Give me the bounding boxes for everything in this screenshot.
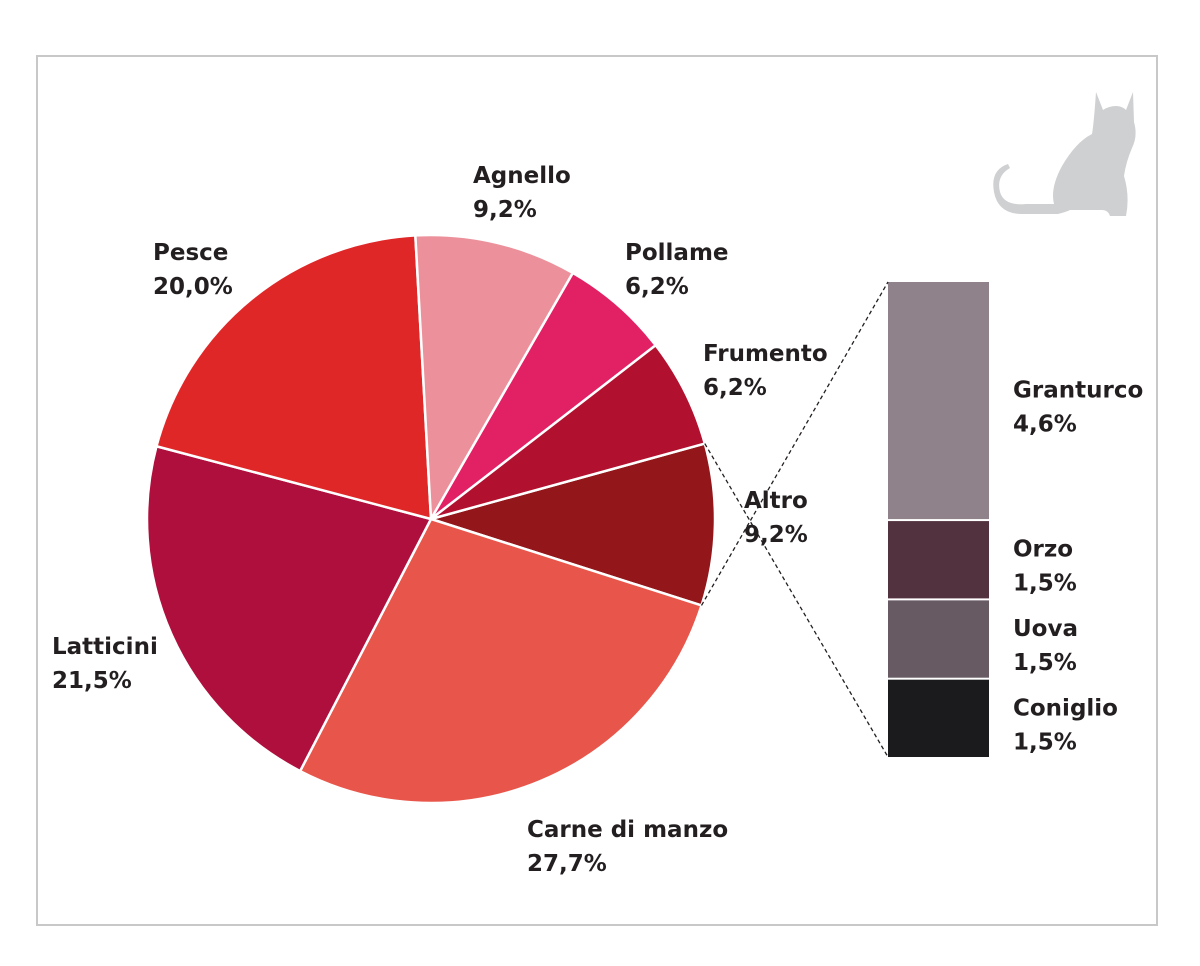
bar-segment-orzo [888,521,989,599]
bar-value-coniglio: 1,5% [1013,729,1077,755]
bar-segment-uova [888,600,989,678]
pie-label-pesce: Pesce [153,240,228,266]
cat-silhouette-icon [993,92,1136,216]
pie-label-pollame: Pollame [625,240,729,266]
pie-slice-latticini [145,445,433,773]
pie-labels: Altro 9,2% Carne di manzo 27,7% Latticini 21,… [52,163,828,877]
pie-value-carne-di-manzo: 27,7% [527,851,607,877]
pie [145,233,717,805]
pie-label-latticini: Latticini [52,634,158,660]
bar-value-orzo: 1,5% [1013,571,1077,597]
breakdown-labels: Granturco 4,6% Orzo 1,5% Uova 1,5% Coniglio 1,5… [1013,378,1143,756]
bar-label-orzo: Orzo [1013,537,1073,563]
pie-value-frumento: 6,2% [703,375,767,401]
pie-label-agnello: Agnello [473,163,571,189]
chart-frame [36,55,1158,926]
pie-slice-frumento [429,344,707,521]
pie-slice-agnello [414,233,575,521]
pie-value-latticini: 21,5% [52,668,132,694]
connector-top [700,281,889,606]
bar-segment-granturco [888,282,989,520]
bar-label-uova: Uova [1013,616,1078,642]
breakdown-connectors [700,281,889,758]
pie-value-pollame: 6,2% [625,274,689,300]
pie-slice-pesce [155,234,433,521]
bar-value-uova: 1,5% [1013,650,1077,676]
pie-label-carne-di-manzo: Carne di manzo [527,817,728,843]
bar-label-coniglio: Coniglio [1013,695,1118,721]
pie-label-altro: Altro [744,488,808,514]
pie-slice-carne-di-manzo [298,517,703,805]
bar-segment-coniglio [888,679,989,757]
pie-label-frumento: Frumento [703,341,828,367]
pie-slice-altro [429,442,717,607]
bar-label-granturco: Granturco [1013,378,1143,404]
pie-value-agnello: 9,2% [473,197,537,223]
connector-bottom [704,443,889,758]
pie-value-altro: 9,2% [744,522,808,548]
breakdown-bar [888,282,989,757]
pie-value-pesce: 20,0% [153,274,233,300]
bar-value-granturco: 4,6% [1013,412,1077,438]
